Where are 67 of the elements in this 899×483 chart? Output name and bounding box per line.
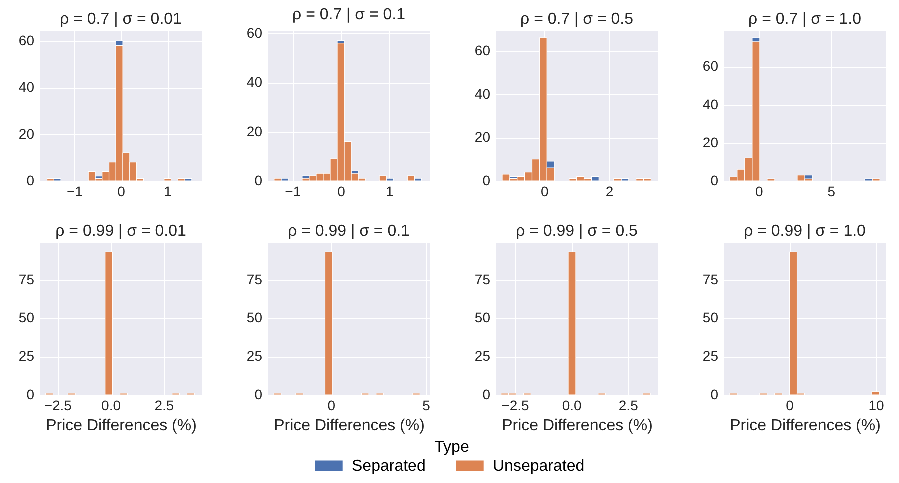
y-tick-label: 75 bbox=[474, 271, 491, 288]
y-tick-label: 0 bbox=[26, 386, 35, 402]
y-tick-label: 50 bbox=[474, 310, 491, 326]
x-tick-label: 0 bbox=[328, 398, 336, 414]
y-tick-label: 60 bbox=[474, 42, 491, 58]
x-tick-label: 0 bbox=[756, 184, 764, 200]
chart-title: ρ = 0.99 | σ = 0.1 bbox=[288, 223, 410, 240]
y-tick-label: 0 bbox=[710, 386, 719, 402]
chart-title: ρ = 0.99 | σ = 0.01 bbox=[56, 223, 186, 240]
y-tick-label: 50 bbox=[246, 310, 263, 326]
y-tick-label: 0 bbox=[482, 172, 491, 188]
y-tick-label: 0 bbox=[710, 172, 719, 188]
x-tick-label: 5 bbox=[422, 398, 431, 414]
x-axis-title: Price Differences (%) bbox=[730, 418, 881, 434]
y-tick-label: 25 bbox=[18, 348, 35, 364]
y-tick-label: 20 bbox=[474, 129, 491, 146]
y-tick-label: 25 bbox=[474, 348, 491, 364]
y-tick-label: 60 bbox=[702, 58, 719, 74]
x-tick-label: 2 bbox=[606, 184, 614, 200]
chart-title: ρ = 0.7 | σ = 1.0 bbox=[748, 11, 862, 28]
x-tick-label: −1 bbox=[285, 184, 302, 200]
x-tick-label: 0 bbox=[786, 398, 794, 414]
y-tick-label: 50 bbox=[702, 310, 719, 326]
y-tick-label: 25 bbox=[246, 348, 263, 364]
y-tick-label: 20 bbox=[18, 126, 35, 142]
x-tick-label: −2.5 bbox=[502, 398, 530, 414]
y-tick-label: 50 bbox=[18, 310, 35, 326]
legend-label: Unseparated bbox=[493, 458, 585, 475]
x-axis-title: Price Differences (%) bbox=[46, 418, 197, 434]
y-tick-label: 0 bbox=[482, 386, 491, 402]
legend-title: Type bbox=[434, 439, 470, 456]
x-tick-label: −2.5 bbox=[44, 398, 72, 414]
x-tick-label: 0.0 bbox=[562, 398, 582, 414]
x-tick-label: 5 bbox=[828, 184, 836, 200]
y-tick-label: 75 bbox=[18, 271, 35, 288]
x-axis-title: Price Differences (%) bbox=[274, 418, 425, 434]
chart-title: ρ = 0.7 | σ = 0.01 bbox=[60, 11, 182, 28]
y-tick-label: 40 bbox=[18, 79, 35, 96]
legend-label: Separated bbox=[352, 458, 426, 475]
chart-title: ρ = 0.7 | σ = 0.1 bbox=[292, 6, 406, 24]
y-tick-label: 0 bbox=[254, 386, 263, 402]
x-tick-label: 2.5 bbox=[154, 398, 174, 414]
y-tick-label: 60 bbox=[246, 24, 263, 41]
x-tick-label: 0 bbox=[338, 184, 346, 200]
x-axis-title: Price Differences (%) bbox=[502, 418, 653, 434]
x-tick-label: 1 bbox=[164, 184, 172, 200]
x-tick-label: 0.0 bbox=[102, 398, 122, 414]
chart-title: ρ = 0.99 | σ = 0.5 bbox=[516, 223, 638, 240]
y-tick-label: 40 bbox=[246, 74, 263, 90]
x-tick-label: 0 bbox=[118, 184, 126, 200]
x-tick-label: 0 bbox=[540, 184, 549, 200]
chart-title: ρ = 0.99 | σ = 1.0 bbox=[744, 223, 866, 240]
y-tick-label: 40 bbox=[474, 86, 491, 102]
y-tick-label: 75 bbox=[702, 271, 719, 288]
y-tick-label: 75 bbox=[246, 271, 263, 288]
y-tick-label: 20 bbox=[246, 123, 263, 140]
y-tick-label: 25 bbox=[702, 348, 719, 364]
chart-title: ρ = 0.7 | σ = 0.5 bbox=[520, 11, 634, 28]
y-tick-label: 0 bbox=[26, 172, 35, 188]
y-tick-label: 0 bbox=[254, 172, 263, 188]
x-tick-label: −1 bbox=[66, 184, 84, 200]
x-tick-label: 2.5 bbox=[618, 398, 639, 414]
y-tick-label: 60 bbox=[18, 32, 35, 49]
x-tick-label: 1 bbox=[386, 184, 394, 200]
y-tick-label: 40 bbox=[702, 96, 719, 112]
x-tick-label: 10 bbox=[868, 398, 885, 414]
y-tick-label: 20 bbox=[702, 134, 719, 150]
